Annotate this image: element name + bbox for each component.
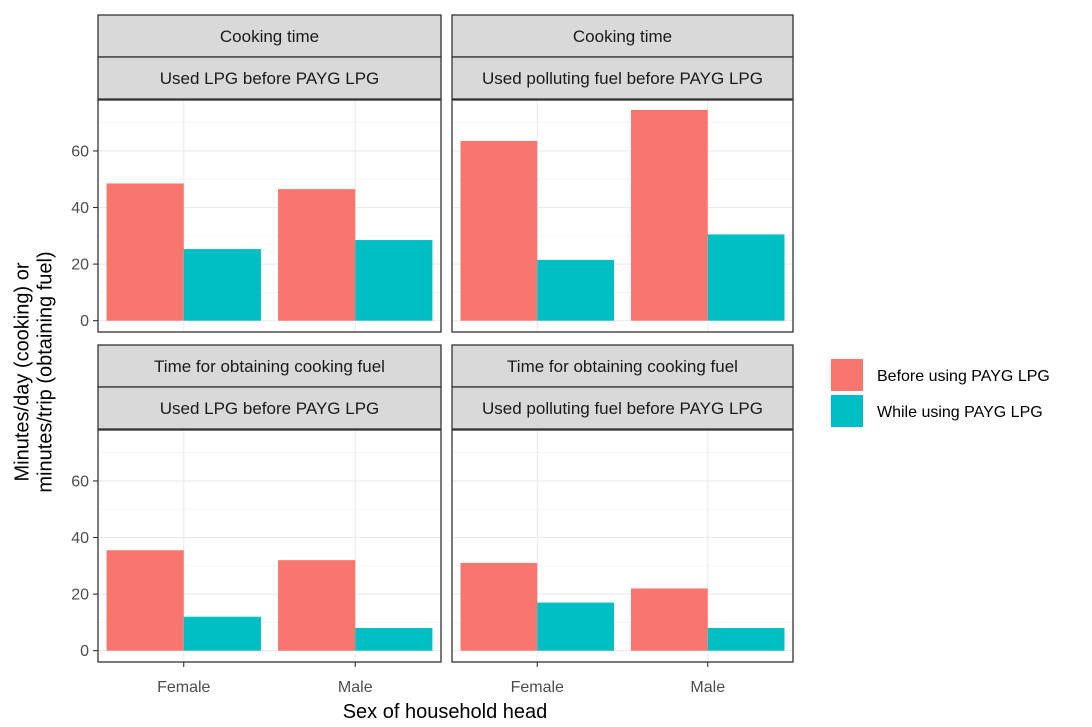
y-axis-title-line: Minutes/day (cooking) or (12, 262, 34, 481)
strip-top-label: Cooking time (220, 27, 319, 46)
strip-bottom-label: Used LPG before PAYG LPG (160, 399, 380, 418)
strip-bottom-bg (451, 386, 794, 430)
x-tick-label: Male (690, 679, 725, 696)
x-tick-label: Female (157, 679, 210, 696)
legend-swatch (831, 359, 863, 391)
y-tick-label: 40 (71, 530, 89, 547)
legend-label: While using PAYG LPG (877, 404, 1043, 421)
legend-label: Before using PAYG LPG (877, 368, 1050, 385)
bar (106, 550, 184, 651)
panel-border (451, 99, 794, 333)
x-tick-label: Female (511, 679, 564, 696)
y-tick-label: 60 (71, 473, 89, 490)
bar (707, 628, 785, 651)
bar (355, 628, 433, 651)
bar (183, 249, 261, 321)
bar (631, 588, 708, 651)
strip-top-bg (97, 344, 442, 388)
strip-bottom-label: Used polluting fuel before PAYG LPG (482, 69, 763, 88)
y-tick-label: 60 (71, 143, 89, 160)
legend: Before using PAYG LPG While using PAYG LP… (831, 359, 1050, 427)
strip-bottom-label: Used polluting fuel before PAYG LPG (482, 399, 763, 418)
strip-top-bg (97, 14, 442, 58)
y-tick-label: 20 (71, 257, 89, 274)
panel-border (97, 99, 442, 333)
bar (537, 259, 614, 321)
bar (460, 562, 538, 651)
y-axis-title: Minutes/day (cooking) or minutes/trip (ob… (12, 251, 57, 492)
strip-top-label: Cooking time (573, 27, 672, 46)
legend-swatch (831, 395, 863, 427)
bar (355, 240, 433, 321)
strip-top-bg (451, 14, 794, 58)
bar (631, 109, 708, 321)
facet-panel: Time for obtaining cooking fuel Used LPG … (71, 344, 442, 696)
facet-panel: Cooking time Used LPG before PAYG LPG 0 20 4… (71, 14, 442, 333)
bar (278, 189, 356, 321)
strip-top-label: Time for obtaining cooking fuel (507, 357, 738, 376)
facet-panel: Cooking time Used polluting fuel before P… (451, 14, 794, 333)
y-tick-label: 0 (80, 313, 89, 330)
strip-bottom-label: Used LPG before PAYG LPG (160, 69, 380, 88)
strip-bottom-bg (97, 56, 442, 100)
bar (707, 234, 785, 321)
y-tick-label: 40 (71, 200, 89, 217)
facet-panel: Time for obtaining cooking fuel Used poll… (451, 344, 794, 696)
x-tick-label: Male (338, 679, 373, 696)
panel-border (97, 429, 442, 663)
facet-panels: Cooking time Used LPG before PAYG LPG 0 20 4… (71, 14, 794, 696)
bar (460, 141, 538, 321)
strip-top-label: Time for obtaining cooking fuel (154, 357, 385, 376)
bar (106, 183, 184, 321)
strip-bottom-bg (97, 386, 442, 430)
y-tick-label: 0 (80, 643, 89, 660)
bar (183, 616, 261, 651)
bar (537, 602, 614, 651)
y-tick-label: 20 (71, 587, 89, 604)
strip-bottom-bg (451, 56, 794, 100)
panel-border (451, 429, 794, 663)
bar (278, 560, 356, 651)
strip-top-bg (451, 344, 794, 388)
y-axis-title-line: minutes/trip (obtaining fuel) (35, 251, 57, 492)
x-axis-title: Sex of household head (343, 701, 548, 723)
